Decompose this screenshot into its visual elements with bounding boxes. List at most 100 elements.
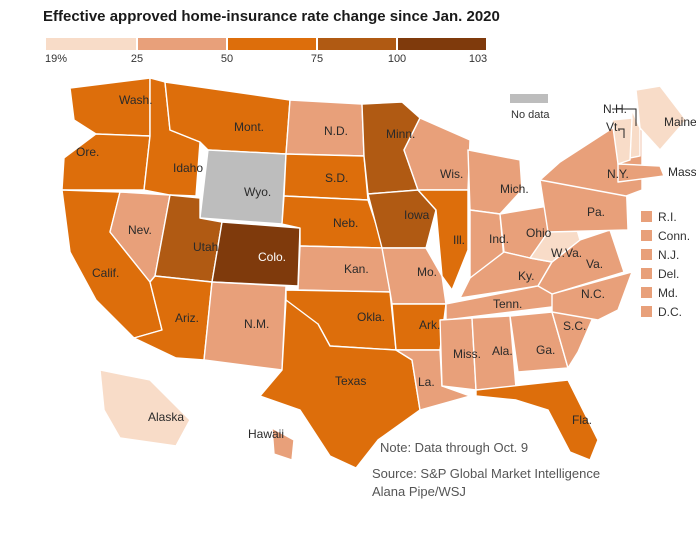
state-mich [467,149,523,215]
state-label-neb: Neb. [333,216,358,230]
state-label-la: La. [418,375,435,389]
source-line: Source: S&P Global Market Intelligence [372,466,601,481]
state-label-va: Va. [586,257,603,271]
state-iowa [367,189,437,249]
swatch-label-md: Md. [658,286,678,300]
legend-swatch-100-103 [398,38,486,50]
state-label-alaska: Alaska [148,410,184,424]
state-label-wash: Wash. [119,93,153,107]
swatch-md [641,287,652,298]
small-state-swatches: R.I. Conn. N.J. Del. Md. D.C. [641,210,690,319]
state-label-utah: Utah [193,240,218,254]
state-label-mich: Mich. [500,182,529,196]
state-label-sc: S.C. [563,319,586,333]
state-vt [611,117,633,165]
state-label-calif: Calif. [92,266,119,280]
state-label-minn: Minn. [386,127,415,141]
state-label-vt: Vt. [606,120,621,134]
legend-tick: 25 [130,53,144,65]
state-label-nm: N.M. [244,317,269,331]
state-ore [61,133,151,191]
state-label-pa: Pa. [587,205,605,219]
map-title: Effective approved home-insurance rate c… [43,8,500,25]
no-data-key: No data [510,94,550,121]
state-label-colo: Colo. [258,250,286,264]
state-label-mont: Mont. [234,120,264,134]
legend-swatch-75-100 [318,38,396,50]
no-data-label: No data [511,109,550,121]
state-mass [617,163,665,183]
state-label-wva: W.Va. [551,246,582,260]
no-data-swatch [510,94,548,103]
state-label-idaho: Idaho [173,161,203,175]
state-label-ariz: Ariz. [175,311,199,325]
swatch-del [641,268,652,279]
state-label-okla: Okla. [357,310,385,324]
state-colo [211,221,301,287]
state-la [395,349,471,411]
legend-tick: 50 [220,53,234,65]
state-label-ill: Ill. [453,233,465,247]
state-label-ind: Ind. [489,232,509,246]
state-label-wyo: Wyo. [244,185,271,199]
legend-tick: 19% [44,53,68,65]
state-label-tenn: Tenn. [493,297,522,311]
legend-tick: 100 [387,53,407,65]
state-label-sd: S.D. [325,171,348,185]
state-label-kan: Kan. [344,262,369,276]
swatch-ri [641,211,652,222]
legend-swatch-19-25 [46,38,136,50]
legend-swatch-25-50 [138,38,226,50]
state-hawaii [271,427,295,461]
state-label-ga: Ga. [536,343,555,357]
state-ill [417,189,469,291]
state-label-fla: Fla. [572,413,592,427]
swatch-label-ri: R.I. [658,210,677,224]
state-label-texas: Texas [335,374,366,388]
credit-line: Alana Pipe/WSJ [372,484,466,499]
state-label-iowa: Iowa [404,208,430,222]
swatch-nj [641,249,652,260]
state-label-miss: Miss. [453,347,481,361]
state-wash [69,77,151,137]
state-label-maine: Maine [664,115,696,129]
swatch-label-del: Del. [658,267,679,281]
state-fla [475,379,599,461]
state-nc [551,271,633,321]
state-texas [259,299,421,469]
data-note: Note: Data through Oct. 9 [380,440,529,455]
state-label-ohio: Ohio [526,226,552,240]
color-legend: 19% 25 50 75 100 103 [44,38,488,68]
state-label-ala: Ala. [492,344,513,358]
state-label-nd: N.D. [324,124,348,138]
state-label-ore: Ore. [76,145,99,159]
state-wva [529,225,581,263]
state-wyo [199,149,287,225]
state-label-ark: Ark. [419,318,440,332]
swatch-dc [641,306,652,317]
state-shapes [61,77,687,469]
state-label-ny: N.Y. [607,167,629,181]
legend-tick: 75 [310,53,324,65]
legend-tick: 103 [468,53,488,65]
nh-callout-line [612,108,637,126]
state-labels: Wash. Ore. Calif. Nev. Idaho Mont. Wyo. Utah Col… [76,93,696,441]
state-maine [635,85,687,151]
swatch-label-conn: Conn. [658,229,690,243]
state-label-wis: Wis. [440,167,463,181]
swatch-label-dc: D.C. [658,305,682,319]
legend-swatch-50-75 [228,38,316,50]
state-label-nc: N.C. [581,287,605,301]
state-label-ky: Ky. [518,269,534,283]
swatch-conn [641,230,652,241]
state-label-nev: Nev. [128,223,152,237]
state-label-mo: Mo. [417,265,437,279]
state-label-hawaii: Hawaii [248,427,284,441]
vt-callout-line [618,128,625,138]
state-label-nh: N.H. [603,102,627,116]
swatch-label-nj: N.J. [658,248,679,262]
state-alaska [99,369,191,447]
callout-lines [612,108,637,138]
state-label-mass: Mass. [668,165,696,179]
